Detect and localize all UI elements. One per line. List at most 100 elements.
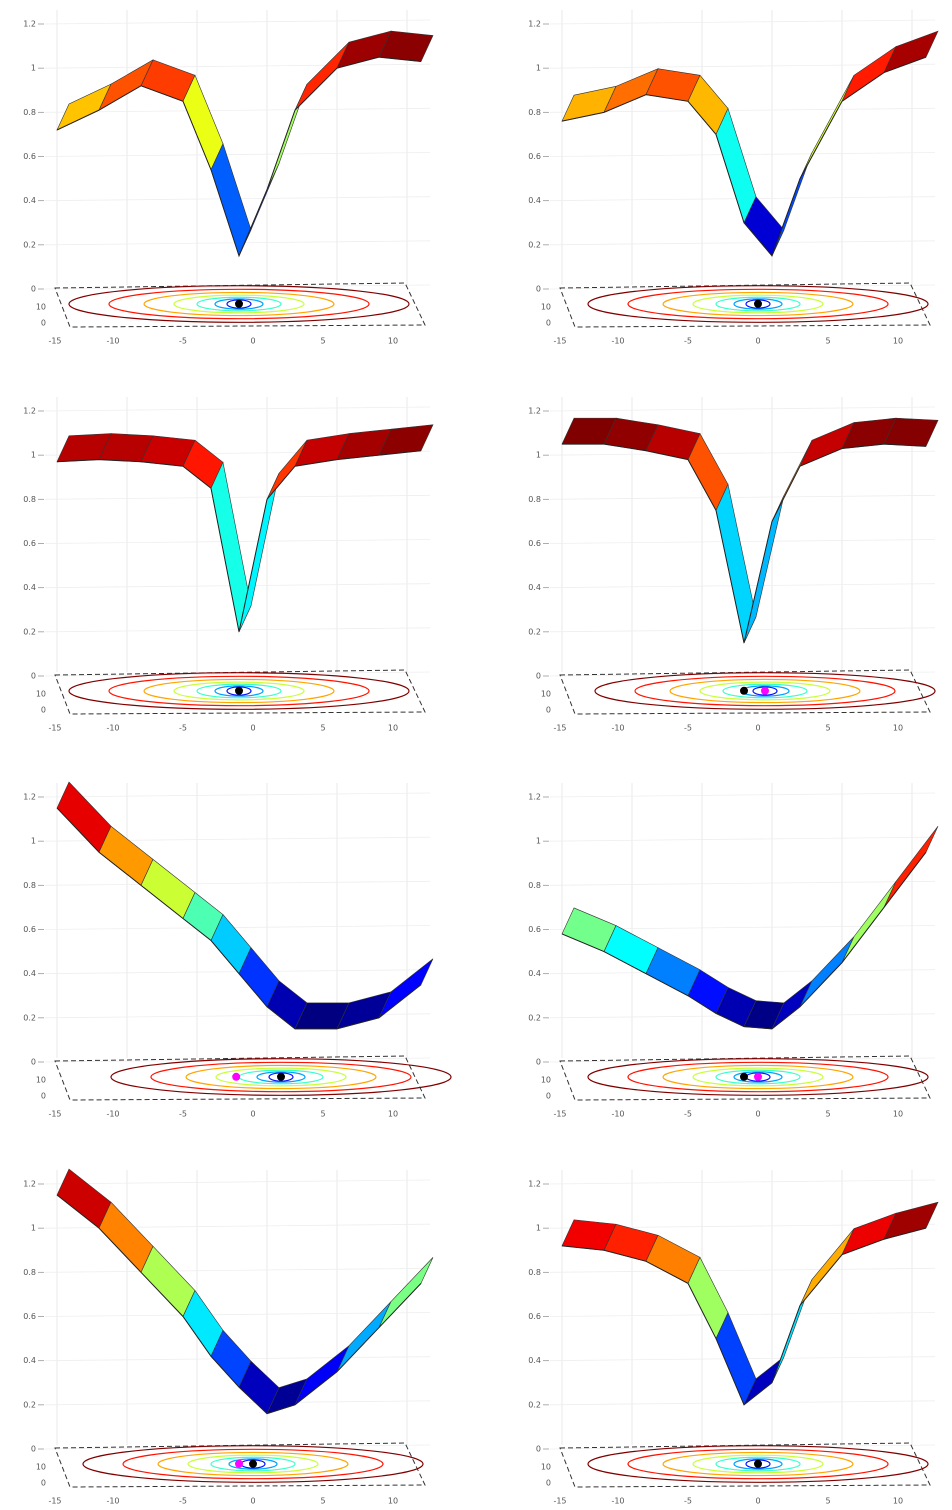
- x-tick-label: 0: [755, 1497, 760, 1506]
- surface-patch: [841, 45, 897, 103]
- x-tick-label: 5: [320, 1497, 325, 1506]
- y-tick-label: 0: [546, 1092, 551, 1101]
- z-tick-label: 0.8: [23, 1268, 36, 1277]
- grid-line: [44, 1312, 431, 1317]
- contour-line: [733, 298, 783, 310]
- contour-line: [587, 1445, 929, 1483]
- contour-line: [587, 1058, 929, 1096]
- grid-line: [44, 792, 431, 798]
- grid-line: [549, 671, 936, 677]
- z-tick-label: 0.4: [23, 583, 36, 592]
- contour-line: [68, 285, 410, 323]
- surface-patch: [715, 107, 757, 224]
- z-tick-label: 0: [536, 672, 541, 681]
- y-tick-label: 10: [36, 690, 46, 699]
- surface-edge: [56, 1194, 422, 1415]
- contour-line: [214, 685, 264, 697]
- contour-line: [256, 1071, 306, 1083]
- min-marker: [754, 1459, 762, 1468]
- contour-line: [669, 678, 861, 704]
- z-tick-label: 1: [31, 451, 36, 460]
- contour-line: [108, 288, 370, 320]
- x-tick-label: 10: [893, 724, 903, 733]
- z-tick-label: 1.2: [528, 407, 541, 416]
- surface-edge: [561, 56, 927, 257]
- z-tick-label: 0.6: [23, 539, 36, 548]
- surface-patch: [210, 142, 252, 257]
- z-tick-label: 1: [536, 837, 541, 846]
- z-tick-label: 0.6: [528, 539, 541, 548]
- contour-line: [214, 298, 264, 310]
- contour-line: [692, 294, 824, 314]
- min-marker: [235, 686, 243, 695]
- x-tick-label: -5: [684, 1110, 692, 1119]
- surface-edge: [562, 443, 927, 643]
- contour-line: [122, 1448, 384, 1480]
- grid-line: [44, 152, 431, 157]
- contour-line: [82, 1445, 424, 1483]
- contour-floor: [54, 669, 426, 715]
- z-tick-label: 0.4: [528, 969, 541, 978]
- x-tick-label: 5: [320, 1110, 325, 1119]
- z-tick-label: 0.6: [23, 152, 36, 161]
- z-tick-label: 0.8: [528, 881, 541, 890]
- x-tick-label: 0: [755, 1110, 760, 1119]
- z-tick-label: 0.6: [23, 925, 36, 934]
- z-tick-label: 1.2: [23, 1180, 36, 1189]
- grid-line: [549, 1267, 936, 1273]
- z-tick-label: 0.2: [23, 240, 36, 249]
- contour-line: [634, 675, 896, 707]
- grid-line: [549, 792, 936, 798]
- contour-line: [733, 1458, 783, 1470]
- contour-line: [662, 1064, 854, 1090]
- x-tick-label: 0: [250, 724, 255, 733]
- x-tick-label: 0: [250, 1497, 255, 1506]
- z-tick-label: 0.8: [528, 495, 541, 504]
- contour-line: [143, 291, 335, 317]
- z-tick-label: 0.2: [528, 627, 541, 636]
- grid-line: [549, 240, 936, 246]
- grid-line: [549, 1057, 936, 1063]
- x-tick-label: 5: [320, 337, 325, 346]
- x-tick-label: -15: [553, 1497, 566, 1506]
- z-tick-label: 1.2: [528, 793, 541, 802]
- grid-line: [549, 406, 936, 412]
- contour-line: [173, 681, 305, 701]
- z-tick-label: 0.2: [23, 627, 36, 636]
- grid-line: [549, 284, 936, 290]
- x-tick-label: 5: [825, 337, 830, 346]
- contour-line: [185, 1064, 377, 1090]
- x-tick-label: -5: [684, 724, 692, 733]
- grid-line: [44, 925, 431, 930]
- contour-line: [627, 1448, 889, 1480]
- x-tick-label: -15: [553, 337, 566, 346]
- z-tick-label: 0.6: [528, 1312, 541, 1321]
- z-tick-label: 0.4: [528, 1356, 541, 1365]
- contour-floor: [559, 669, 931, 715]
- z-tick-label: 1: [536, 451, 541, 460]
- x-tick-label: 5: [825, 724, 830, 733]
- z-tick-label: 0.8: [528, 108, 541, 117]
- z-tick-label: 0.6: [528, 152, 541, 161]
- z-tick-label: 0.6: [528, 925, 541, 934]
- x-tick-label: 10: [388, 724, 398, 733]
- z-tick-label: 0.2: [23, 1400, 36, 1409]
- min-marker: [754, 1072, 762, 1081]
- grid-line: [549, 969, 936, 975]
- surface-patch: [883, 826, 939, 908]
- y-tick-label: 10: [36, 1076, 46, 1085]
- surface-patch: [841, 881, 897, 963]
- surface-patch: [378, 1257, 434, 1328]
- y-tick-label: 0: [41, 1092, 46, 1101]
- grid-line: [549, 1312, 936, 1317]
- z-tick-label: 1.2: [528, 20, 541, 29]
- y-tick-label: 0: [41, 319, 46, 328]
- grid-line: [549, 539, 936, 544]
- z-tick-label: 0.2: [528, 240, 541, 249]
- x-tick-label: -10: [106, 1110, 119, 1119]
- contour-line: [187, 1454, 319, 1474]
- contour-line: [143, 678, 335, 704]
- grid-line: [549, 1179, 936, 1185]
- z-tick-label: 0.2: [528, 1400, 541, 1409]
